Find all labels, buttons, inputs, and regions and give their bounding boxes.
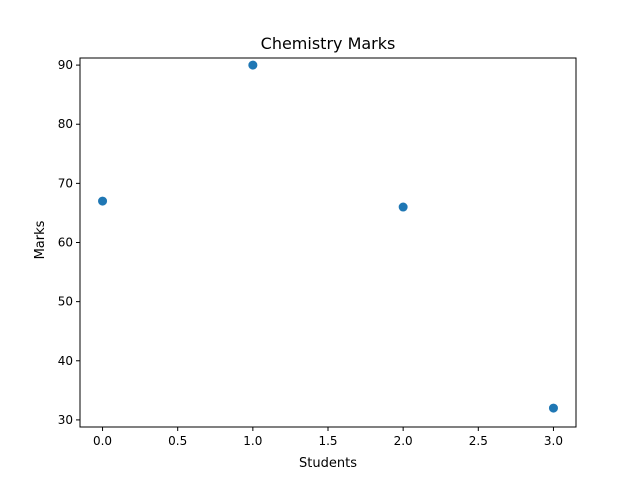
y-tick-label: 70 [58,176,73,190]
x-tick-label: 2.5 [469,434,488,448]
y-axis-label: Marks [33,220,48,259]
x-axis-label: Students [299,456,357,471]
data-points [98,60,558,413]
y-tick-label: 50 [58,295,73,309]
y-tick-label: 60 [58,236,73,250]
x-axis-ticks: 0.0 0.5 1.0 1.5 2.0 2.5 3.0 [93,427,563,448]
x-tick-label: 0.0 [93,434,112,448]
data-point [548,403,558,413]
data-point [398,202,408,212]
data-point [248,60,258,70]
plot-frame [79,57,577,428]
x-tick-label: 0.5 [168,434,187,448]
y-tick-label: 40 [58,354,73,368]
data-point [98,196,108,206]
y-tick-label: 90 [58,58,73,72]
chart-title: Chemistry Marks [261,34,396,53]
y-tick-label: 80 [58,117,73,131]
x-tick-label: 2.0 [394,434,413,448]
y-axis-ticks: 30 40 50 60 70 80 90 [58,58,80,427]
x-tick-label: 3.0 [544,434,563,448]
x-tick-label: 1.0 [243,434,262,448]
x-tick-label: 1.5 [318,434,337,448]
y-tick-label: 30 [58,413,73,427]
